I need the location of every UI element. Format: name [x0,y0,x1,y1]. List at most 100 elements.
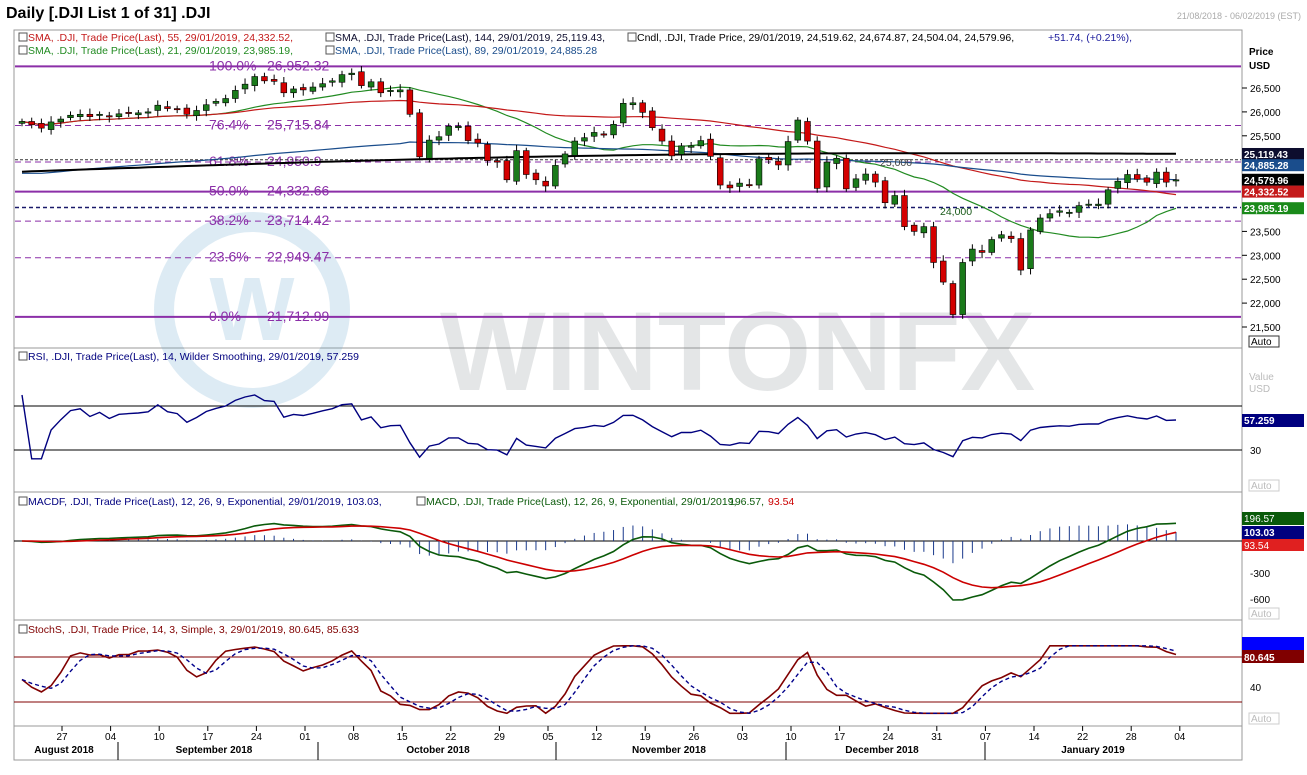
candle-body [300,87,307,91]
stoch-tick-40: 40 [1250,683,1262,694]
candle [251,73,258,92]
time-tick-label: 08 [348,732,360,743]
legend-toggle-icon [416,496,426,506]
candle-body [843,157,850,190]
time-tick-label: 03 [737,732,749,743]
candle [668,135,675,161]
candle [901,189,908,231]
rsi-axis-header: Value [1249,372,1274,383]
candle-body [484,144,491,161]
price-axis-header: Price [1249,47,1274,58]
price-auto-button[interactable] [1248,335,1280,348]
time-tick-label: 22 [1077,732,1089,743]
candle [86,108,94,121]
time-tick-label: 17 [202,732,214,743]
candle [959,258,966,319]
month-label: November 2018 [632,745,706,756]
candle [193,105,200,121]
fib-value-label: 24,950.9 [267,153,322,169]
candle-body [1056,210,1063,213]
legend-cndl: Cndl, .DJI, Trade Price, 29/01/2019, 24,… [637,32,1014,44]
candle [474,133,481,148]
candle [1007,231,1015,243]
fib-percent-label: 0.0% [209,308,241,324]
rsi-line [21,394,1177,460]
candle-body [144,111,152,114]
signal-value-label: 93.54 [1244,541,1269,552]
candle-body [493,160,501,163]
candle-body [290,88,297,94]
candle-body [949,283,957,315]
candle-body [717,157,724,186]
rsi-axis-unit: USD [1249,384,1270,395]
rsi-value-label: 57.259 [1244,416,1275,427]
candle [736,178,743,193]
stoch-k-path [21,645,1177,715]
candle [135,109,142,120]
candle-body [920,226,928,234]
time-tick-label: 04 [105,732,117,743]
candle [1114,177,1122,194]
stoch-auto-button[interactable] [1248,712,1280,725]
macd-lines [21,522,1177,601]
time-tick-label: 07 [980,732,992,743]
candle-body [1017,238,1025,271]
rsi-auto-label: Auto [1251,481,1272,492]
time-tick-label: 01 [299,732,311,743]
time-tick-label: 19 [640,732,652,743]
candle [1066,209,1073,218]
macd-value-label: 196.57 [1244,514,1275,525]
candle [309,82,317,95]
month-label: October 2018 [406,745,470,756]
candle [542,176,549,192]
price-tick-label: 22,500 [1250,275,1281,286]
candle [144,108,152,118]
candle-body [523,150,530,175]
candle-body [978,250,986,253]
candle [891,190,898,208]
price-tick-label: 23,000 [1250,251,1281,262]
fib-value-label: 25,715.84 [267,116,329,132]
candle [212,98,220,107]
candle [377,77,385,98]
candle [1163,167,1170,188]
candle [697,135,705,149]
candle [319,77,326,91]
time-tick-label: 26 [688,732,700,743]
candle [1153,168,1160,188]
candle-body [76,113,84,117]
candle-body [396,89,404,93]
candle [1027,227,1034,275]
candle-body [203,104,210,111]
legend-macd-value: 196.57, [729,496,764,508]
candle [1046,208,1054,222]
macd-panel[interactable] [13,491,1243,621]
candle-body [1124,174,1131,183]
candle-body [852,178,860,188]
candle-body [1075,205,1083,213]
macd-auto-button[interactable] [1248,607,1280,620]
level-24000-label: 24,000 [940,206,972,218]
candle [746,178,753,188]
time-axis[interactable] [13,725,1243,761]
time-tick-label: 29 [494,732,506,743]
time-tick-label: 10 [785,732,797,743]
candle-body [988,239,995,253]
candle-body [1037,217,1044,232]
candle-body [329,80,336,83]
legend-rsi: RSI, .DJI, Trade Price(Last), 14, Wilder… [28,351,359,363]
legend-macd-signal: 93.54 [768,496,794,508]
candle [396,84,404,98]
time-tick-label: 24 [883,732,895,743]
fib-percent-label: 50.0% [209,183,249,199]
month-label: September 2018 [176,745,253,756]
candle-body [959,262,966,315]
candle [503,155,511,183]
candle-body [212,101,220,104]
price-tick-label: 25,500 [1250,132,1281,143]
rsi-auto-button[interactable] [1248,479,1280,492]
candle [1017,232,1025,276]
candle [532,169,540,185]
fib-percent-label: 61.8% [209,153,249,169]
